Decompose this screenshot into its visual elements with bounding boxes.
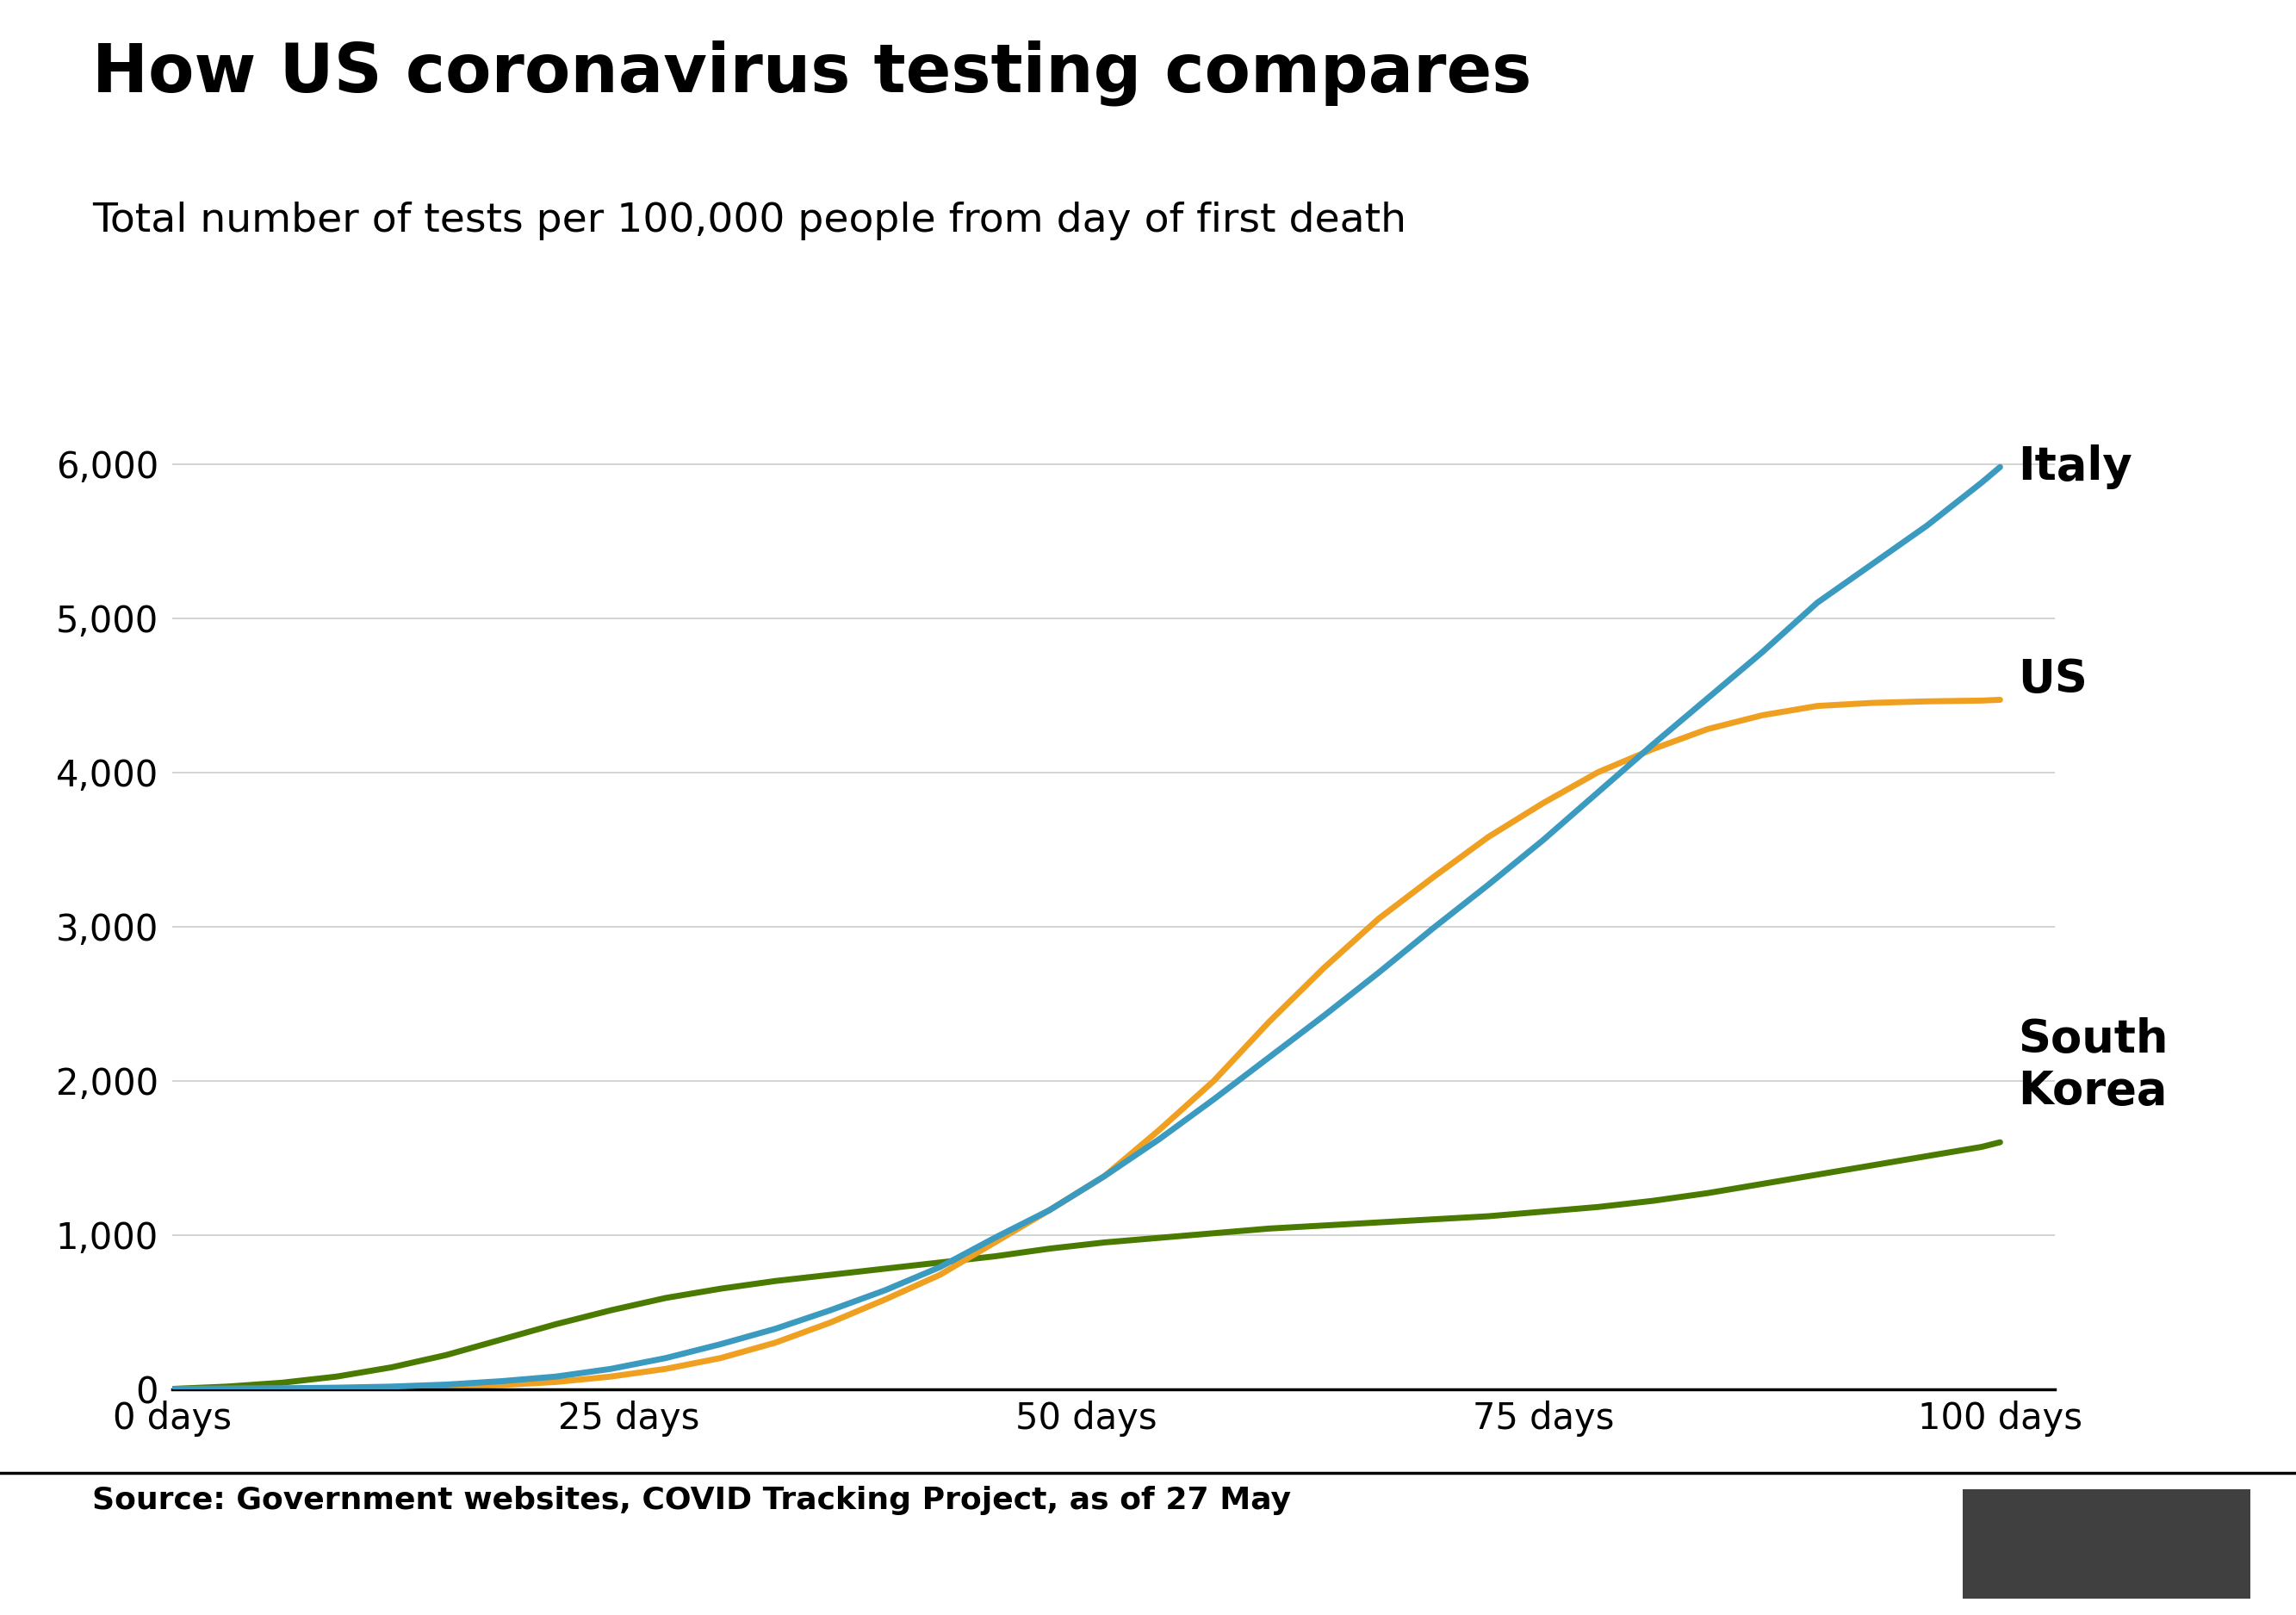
Text: How US coronavirus testing compares: How US coronavirus testing compares bbox=[92, 40, 1531, 107]
Text: C: C bbox=[2188, 1526, 2216, 1562]
Bar bbox=[2066, 1497, 2147, 1591]
Bar bbox=[2163, 1497, 2243, 1591]
Text: Italy: Italy bbox=[2018, 444, 2133, 489]
Text: Source: Government websites, COVID Tracking Project, as of 27 May: Source: Government websites, COVID Track… bbox=[92, 1486, 1290, 1515]
Text: South
Korea: South Korea bbox=[2018, 1017, 2170, 1113]
Text: B: B bbox=[2094, 1526, 2119, 1562]
Bar bbox=[1970, 1497, 2050, 1591]
Text: US: US bbox=[2018, 657, 2087, 703]
Text: B: B bbox=[1998, 1526, 2025, 1562]
Text: Total number of tests per 100,000 people from day of first death: Total number of tests per 100,000 people… bbox=[92, 202, 1405, 241]
